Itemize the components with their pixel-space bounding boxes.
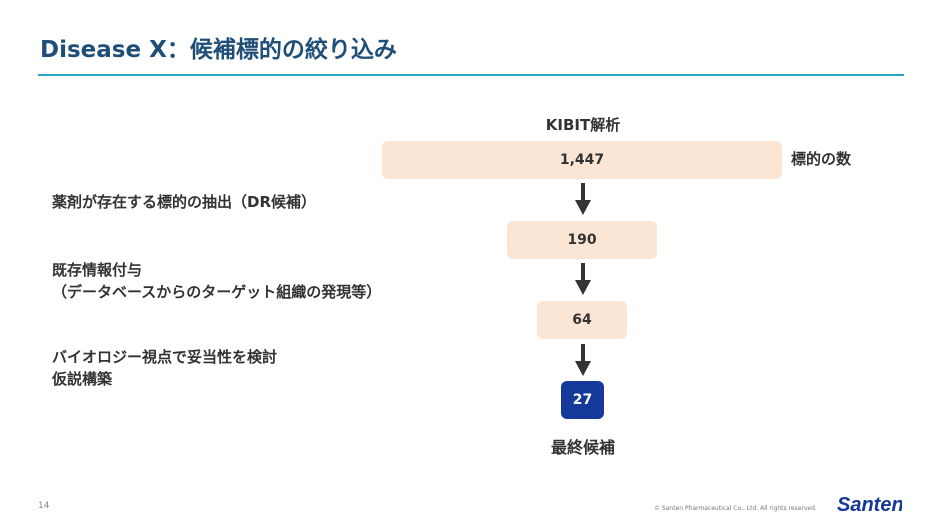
step-1-line-1: 薬剤が存在する標的の抽出（DR候補） [52,193,317,211]
down-arrow-icon [575,183,591,215]
santen-logo: Santen [837,494,902,516]
funnel-stage-3: 64 [537,301,627,339]
target-count-label: 標的の数 [791,150,852,168]
slide-title: Disease X：候補標的の絞り込み [40,37,397,63]
funnel-stage-1: 1,447 [382,141,782,179]
funnel-stage-final: 27 [561,381,604,419]
step-3-description: バイオロジー視点で妥当性を検討 仮説構築 [52,346,277,390]
logo-text: Santen [837,494,902,516]
step-2-description: 既存情報付与 （データベースからのターゲット組織の発現等） [52,259,381,303]
down-arrow-icon [575,344,591,376]
step-2-line-1: 既存情報付与 [52,261,143,279]
step-3-line-2: 仮説構築 [52,370,113,388]
method-label: KIBIT解析 [545,116,621,134]
title-divider [38,74,904,76]
copyright-notice: © Santen Pharmaceutical Co., Ltd. All ri… [654,505,817,512]
step-2-line-2: （データベースからのターゲット組織の発現等） [52,283,382,301]
down-arrow-icon [575,263,591,295]
step-1-description: 薬剤が存在する標的の抽出（DR候補） [52,191,316,213]
final-candidates-label: 最終候補 [550,438,616,457]
step-3-line-1: バイオロジー視点で妥当性を検討 [52,348,278,366]
page-number: 14 [38,501,50,511]
funnel-stage-2: 190 [507,221,657,259]
